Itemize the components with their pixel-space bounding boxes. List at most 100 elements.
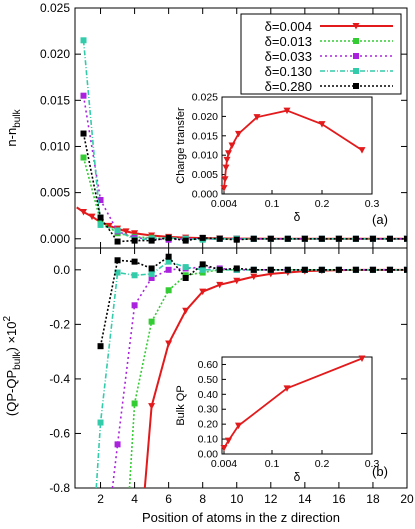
panel-a-point	[97, 214, 104, 221]
inset-point	[222, 164, 230, 172]
panel-b-point	[148, 403, 156, 410]
panel-a-point	[97, 221, 104, 228]
panel-a-point	[80, 92, 87, 99]
panel-b-point	[199, 288, 207, 296]
inset-point	[225, 437, 232, 445]
panel-a-point	[165, 234, 172, 241]
panel-b-xtick-label: 10	[230, 492, 244, 506]
panel-a-point	[182, 237, 189, 244]
panel-b-xtick-label: 4	[131, 492, 138, 506]
svg-text:n-nbulk: n-nbulk	[4, 108, 23, 146]
panel-a-point	[80, 154, 87, 161]
panel-b-xtick-label: 8	[199, 492, 206, 506]
panel-b-point	[165, 340, 173, 347]
inset-point	[223, 156, 231, 164]
panel-b-xtick-label: 6	[165, 492, 172, 506]
inset-bulk-qp: 0.00 0.10 0.20 0.30 0.40 0.50 0.60 0.004 0.1 0.2 0…	[175, 355, 379, 484]
panel-b-point	[182, 307, 190, 315]
panel-b-plot: -0.8 -0.6 -0.4 -0.2 0.0 2 4 6 8 10 12 14 16 18 20	[49, 248, 414, 506]
panel-b-point	[267, 266, 274, 273]
panel-b-point	[148, 265, 155, 272]
panel-a-point	[386, 235, 393, 242]
legend-label: δ=0.280	[265, 79, 312, 94]
panel-b-point	[165, 253, 172, 260]
panel-b-point	[148, 318, 155, 325]
inset-xtick-label: 0.004	[211, 458, 237, 470]
panel-b-point	[165, 258, 172, 265]
inset-charge-transfer: 0.000 0.005 0.010 0.015 0.020 0.025 0.004 0.1 0.…	[175, 92, 379, 225]
panel-a-point	[250, 235, 257, 242]
legend-label: δ=0.130	[265, 64, 312, 79]
inset-point	[220, 185, 228, 192]
inset-ytick-label: 0.000	[192, 189, 218, 201]
inset-point	[235, 422, 242, 430]
panel-b-xtick-label: 18	[366, 492, 380, 506]
legend-marker	[353, 83, 359, 89]
panel-b-point	[386, 266, 393, 273]
inset-ytick-label: 0.020	[192, 111, 218, 123]
panel-a-series	[76, 37, 407, 245]
legend-marker	[353, 68, 359, 74]
panel-b-point	[250, 266, 257, 273]
panel-b-point	[301, 266, 308, 273]
inset-xtick-label: 0.1	[265, 198, 280, 210]
inset-point	[225, 150, 232, 157]
panel-b-point	[250, 273, 258, 281]
inset-ytick-label: 0.025	[192, 92, 218, 104]
panel-a-ytick-label: 0.005	[40, 186, 70, 200]
legend-box	[240, 13, 402, 95]
panel-a-ytick-label: 0.020	[40, 47, 70, 61]
panel-b-point	[199, 261, 206, 268]
panel-a-point	[80, 209, 88, 216]
panel-b-point	[165, 287, 172, 294]
legend-marker	[353, 38, 359, 44]
panel-b-ytick-label: -0.8	[49, 481, 70, 495]
legend-label: δ=0.004	[265, 19, 312, 34]
inset-frame	[221, 356, 373, 455]
legend-marker	[353, 53, 359, 59]
panel-b-point	[318, 266, 325, 273]
panel-a-point	[114, 238, 121, 245]
inset-point	[221, 176, 229, 183]
inset-ytick-label: 0.50	[198, 374, 219, 386]
panel-b-ytick-label: -0.6	[49, 426, 70, 440]
panel-b-point	[148, 270, 155, 277]
panel-b-point	[131, 302, 138, 309]
panel-b-point	[216, 281, 224, 289]
inset-ytick-label: 0.005	[192, 169, 218, 181]
inset-ytick-label: 0.00	[198, 449, 219, 461]
panel-a-ytick-label: 0.025	[40, 1, 70, 15]
inset-point	[235, 130, 242, 138]
panel-a-ytick-label: 0.010	[40, 139, 70, 153]
panel-b-point	[131, 400, 138, 407]
inset-ytick-label: 0.30	[198, 404, 219, 416]
panel-a-ytick-label: 0.000	[40, 232, 70, 246]
panel-a-point	[267, 235, 274, 242]
panel-b-point	[131, 272, 138, 279]
panel-a-plot: 0.000 0.005 0.010 0.015 0.020 0.025	[40, 1, 408, 248]
panel-b-point	[182, 264, 189, 271]
panel-b-point	[114, 257, 121, 264]
inset-xtick-label: 0.3	[365, 458, 380, 470]
inset-xlabel: δ	[294, 210, 301, 224]
panel-a-point	[318, 235, 325, 242]
panel-a-ytick-label: 0.015	[40, 93, 70, 107]
panel-b-ytick-label: -0.4	[49, 372, 70, 386]
panel-a-point	[404, 235, 407, 242]
inset-point	[283, 385, 291, 392]
panel-b-point	[97, 419, 104, 426]
legend-label: δ=0.013	[265, 34, 312, 49]
inset-xtick-label: 0.004	[211, 198, 237, 210]
panel-b-point	[114, 269, 121, 276]
panel-b-point	[369, 266, 376, 273]
panel-a-point	[131, 237, 138, 244]
panel-b-xtick-label: 14	[298, 492, 312, 506]
panel-b-xtick-label: 20	[400, 492, 414, 506]
inset-ylabel: Charge transfer	[175, 107, 187, 184]
panel-a-point	[335, 235, 342, 242]
inset-ylabel: Bulk QP	[175, 385, 187, 425]
panel-a-point	[216, 235, 223, 242]
panel-b-point	[404, 266, 407, 273]
inset-point	[220, 445, 228, 452]
